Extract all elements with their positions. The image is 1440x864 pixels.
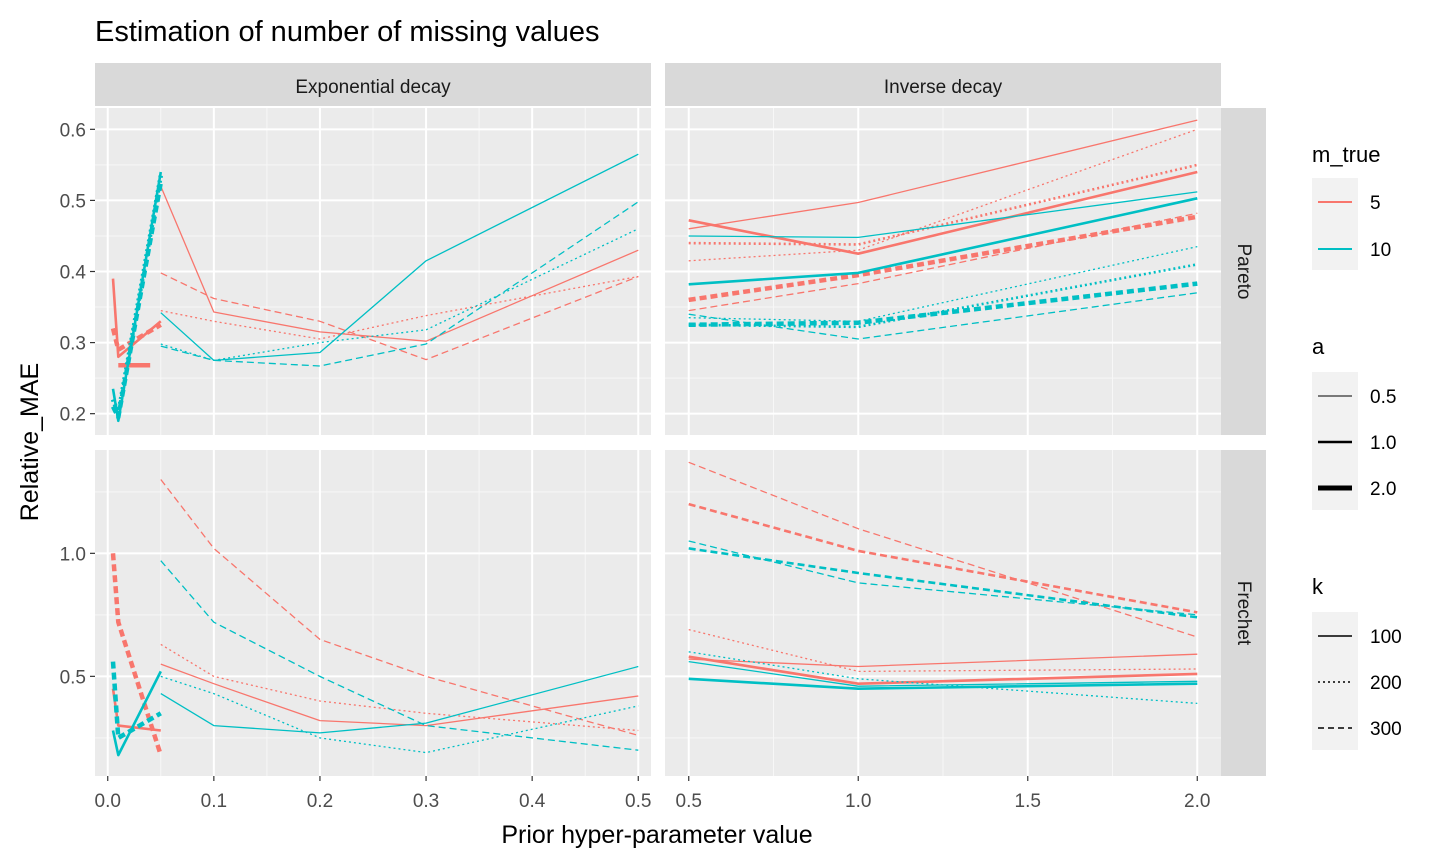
series-line-m5-a0.5-k100: [688, 119, 1198, 230]
series-line-m10-a0.5-k300: [688, 540, 1198, 616]
x-tick-label: 1.5: [1015, 791, 1041, 812]
series-line-m10-a2-k300: [688, 281, 1198, 328]
x-tick-label: 0.4: [519, 791, 546, 812]
strip-row-1: [1221, 450, 1266, 776]
strip-label-col-0: Exponential decay: [295, 77, 451, 98]
series-line-m10-a0.5-k300: [160, 201, 639, 367]
series-line-m10-a1-k300: [688, 547, 1198, 619]
strip-col-0: [95, 63, 651, 106]
x-tick-label: 1.0: [845, 791, 871, 812]
series-line-m5-a0.5-k100: [688, 653, 1198, 668]
x-axis-label: Prior hyper-parameter value: [501, 821, 812, 849]
series-line-m10-a0.5-k300: [160, 560, 639, 751]
legend-title-a: a: [1312, 334, 1325, 359]
series-line-m5-a2-k300: [688, 214, 1198, 303]
x-tick-label: 0.1: [201, 791, 227, 812]
legend-keys-bg-k: [1312, 612, 1358, 750]
series-line-m10-a1-k100: [111, 670, 162, 757]
series-line-m10-a0.5-k200: [160, 228, 639, 362]
legend-label-k-200: 200: [1370, 673, 1402, 694]
panel-pareto-exponential-decay: 0.2 0.3 0.4 0.5 0.6: [60, 108, 651, 435]
x-tick-label: 0.2: [307, 791, 333, 812]
x-tick-label: 0.3: [413, 791, 439, 812]
y-tick-label: 1.0: [60, 544, 86, 565]
legend-label-m-5: 5: [1370, 193, 1381, 214]
series-line-m10-a1-k100: [688, 677, 1198, 691]
y-tick-label: 0.3: [60, 334, 86, 355]
series-group: [110, 153, 639, 423]
series-line-m10-a0.5-k100: [160, 665, 639, 734]
legend-label-k-100: 100: [1370, 627, 1402, 648]
series-line-m5-a0.5-k200: [688, 628, 1198, 673]
series-line-m5-a1-k200: [688, 163, 1198, 246]
series-line-m5-a0.5-k300: [160, 479, 639, 737]
series-line-m10-a2-k300: [110, 182, 164, 420]
series-line-m5-a0.5-k200: [160, 275, 639, 340]
series-line-m10-a1-k100: [688, 197, 1198, 286]
x-tick-label: 0.0: [95, 791, 121, 812]
legend-label-a-1-0: 1.0: [1370, 433, 1396, 454]
series-group: [110, 479, 639, 757]
series-line-m10-a0.5-k200: [160, 675, 639, 754]
legend-title-m-true: m_true: [1312, 142, 1380, 167]
series-line-m5-a1-k100: [688, 655, 1198, 686]
series-group: [688, 119, 1198, 340]
series-line-m5-a0.5-k200: [688, 128, 1198, 262]
x-tick-label: 0.5: [676, 791, 702, 812]
legend: m_true 5 10 a 0.5 1.0 2.0 k 100 200 300: [1312, 142, 1402, 750]
series-line-m10-a0.5-k200: [688, 245, 1198, 322]
x-tick-label: 2.0: [1184, 791, 1210, 812]
strip-label-row-1: Frechet: [1233, 581, 1254, 646]
series-line-m5-a1-k100: [688, 170, 1198, 255]
y-tick-label: 0.4: [60, 263, 87, 284]
strip-col-1: [665, 63, 1221, 106]
legend-label-m-10: 10: [1370, 240, 1391, 261]
series-line-m10-a0.5-k100: [688, 191, 1198, 239]
strip-label-row-0: Pareto: [1233, 244, 1254, 300]
strip-label-col-1: Inverse decay: [884, 77, 1003, 98]
series-line-m10-a0.5-k200: [688, 651, 1198, 705]
legend-label-a-0-5: 0.5: [1370, 387, 1396, 408]
y-tick-label: 0.5: [60, 667, 86, 688]
series-line-m10-a2-k300: [110, 661, 162, 741]
chart-title: Estimation of number of missing values: [95, 16, 600, 48]
panel-grid: Exponential decay Inverse decay Pareto Frec…: [60, 63, 1266, 812]
series-line-m10-a0.5-k100: [688, 660, 1198, 687]
x-tick-label: 0.5: [625, 791, 651, 812]
panel-frechet-inverse-decay: 0.5 1.0 1.5 2.0: [665, 450, 1221, 812]
series-line-m5-a1-k100: [111, 278, 162, 359]
panel-pareto-inverse-decay: [665, 108, 1221, 435]
series-line-m10-a0.5-k100: [160, 153, 639, 362]
series-line-m5-a1-k300: [688, 502, 1198, 614]
series-line-m5-a0.5-k300: [688, 461, 1198, 638]
legend-title-k: k: [1312, 574, 1324, 599]
series-line-m5-a0.5-k100: [160, 185, 639, 342]
y-tick-label: 0.6: [60, 120, 86, 141]
series-line-m5-a0.5-k100: [160, 663, 639, 727]
y-tick-label: 0.5: [60, 191, 86, 212]
series-line-m5-a0.5-k200: [160, 643, 639, 732]
legend-label-a-2-0: 2.0: [1370, 479, 1396, 500]
series-line-m5-a0.5-k300: [160, 272, 639, 361]
legend-keys-bg-m-true: [1312, 178, 1358, 270]
y-tick-label: 0.2: [60, 405, 86, 426]
y-axis-label: Relative_MAE: [16, 363, 44, 521]
series-group: [688, 461, 1198, 705]
series-line-m5-a2-k300: [110, 553, 163, 756]
strip-row-0: [1221, 108, 1266, 435]
panel-frechet-exponential-decay: 0.5 1.0 0.0 0.1 0.2 0.3 0.4 0.5: [60, 450, 651, 812]
legend-label-k-300: 300: [1370, 719, 1402, 740]
